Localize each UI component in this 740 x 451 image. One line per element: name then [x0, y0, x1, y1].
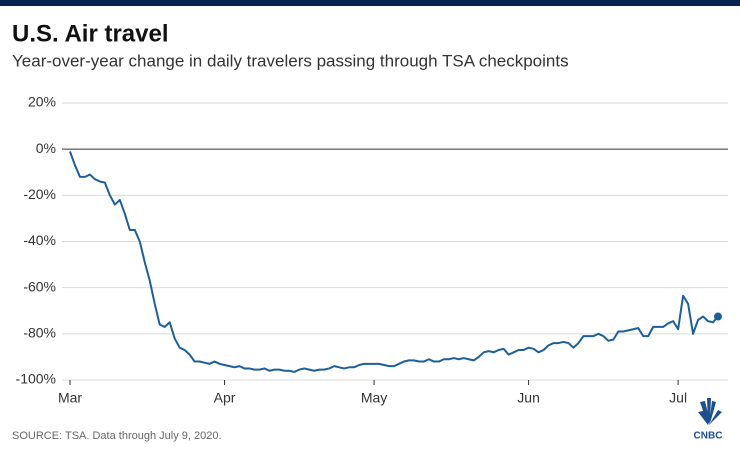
top-bar	[0, 0, 740, 6]
end-point	[714, 312, 722, 321]
logo: CNBC	[694, 398, 723, 442]
logo-text: CNBC	[694, 431, 723, 442]
y-tick-label: 20%	[28, 94, 56, 110]
data-line	[69, 151, 719, 373]
x-tick-label: May	[361, 390, 387, 406]
y-tick-label: -80%	[23, 325, 56, 341]
x-tick-label: Mar	[58, 390, 82, 406]
chart-title: U.S. Air travel	[12, 20, 169, 47]
y-tick-label: -20%	[23, 186, 56, 202]
y-tick-label: -60%	[23, 278, 56, 294]
logo-peacock	[698, 398, 722, 425]
x-tick-label: Jul	[669, 390, 687, 406]
y-tick-label: 0%	[36, 140, 56, 156]
y-tick-label: -40%	[23, 232, 56, 248]
x-tick-label: Apr	[214, 390, 236, 406]
y-tick-label: -100%	[16, 371, 56, 387]
source: SOURCE: TSA. Data through July 9, 2020.	[12, 430, 222, 442]
x-tick-label: Jun	[517, 390, 540, 406]
chart-subtitle: Year-over-year change in daily travelers…	[12, 51, 569, 70]
